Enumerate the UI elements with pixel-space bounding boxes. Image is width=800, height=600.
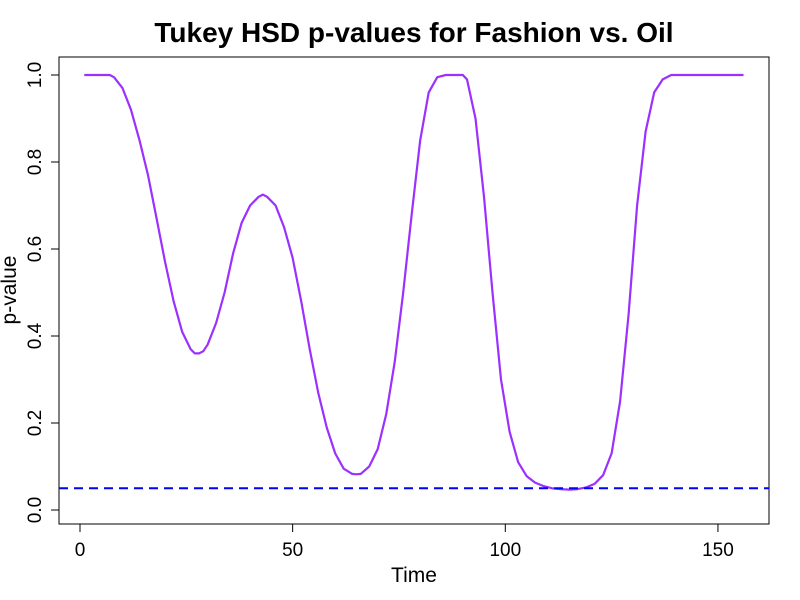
y-axis-label: p-value [0,256,21,325]
x-tick-label: 100 [489,540,521,561]
series-line-0 [84,73,744,491]
y-tick-label: 0.0 [25,497,46,523]
x-tick-label: 0 [75,540,86,561]
y-tick-label: 0.6 [25,236,46,262]
x-tick-label: 50 [282,540,303,561]
y-tick-label: 0.8 [25,149,46,175]
x-tick-label: 150 [702,540,734,561]
y-tick-label: 1.0 [25,62,46,88]
y-tick-label: 0.4 [25,322,46,349]
series-layer [59,73,769,491]
x-axis-label: Time [391,564,437,587]
y-axis: 0.0 0.2 0.4 0.6 0.8 1.0 [25,62,60,523]
chart-title: Tukey HSD p-values for Fashion vs. Oil [154,17,673,48]
x-axis: 0 50 100 150 [75,523,734,561]
y-tick-label: 0.2 [25,410,46,436]
plot-frame [58,56,770,525]
